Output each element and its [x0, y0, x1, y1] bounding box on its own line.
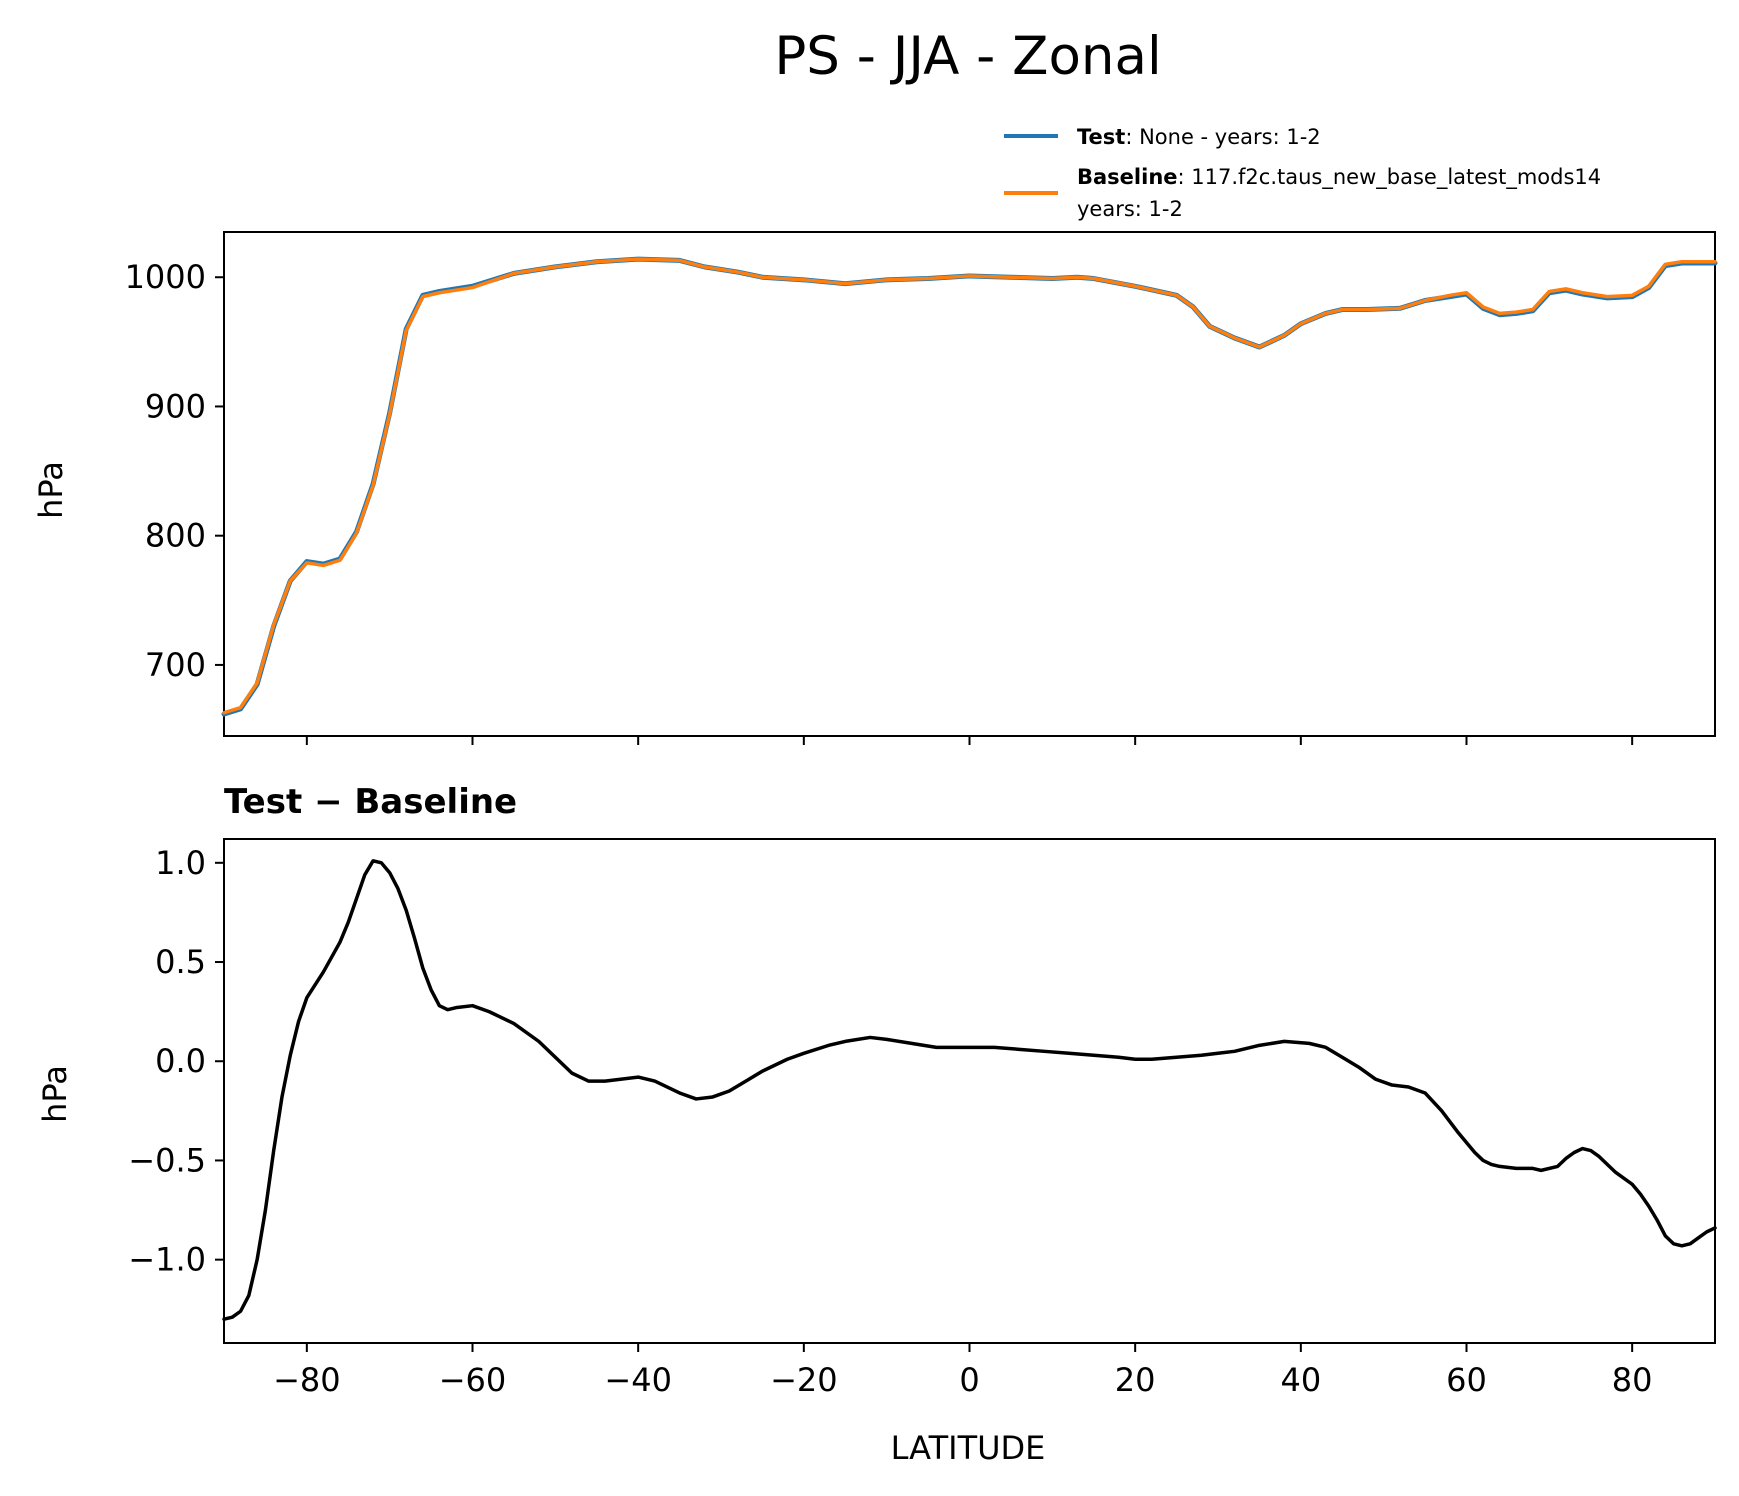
bottom-y-ticks: −1.0 −0.5 0.0 0.5 1.0: [128, 844, 224, 1279]
legend: Test: None - years: 1-2 Baseline: 117.f2…: [1004, 125, 1601, 221]
bottom-x-tick-label: 20: [1115, 1361, 1156, 1399]
legend-baseline-years: years: 1-2: [1077, 197, 1183, 221]
bottom-x-tick-label: −40: [604, 1361, 672, 1399]
bottom-y-tick-label: 0.0: [155, 1042, 206, 1080]
figure-title: PS - JJA - Zonal: [774, 26, 1161, 87]
bottom-panel: Test − Baseline −1.0 −0.5 0.0 0.5 1.0 −80 −60…: [36, 782, 1717, 1467]
x-axis-label: LATITUDE: [891, 1429, 1046, 1467]
top-x-ticks: [305, 736, 1634, 745]
bottom-x-tick-label: −20: [770, 1361, 838, 1399]
bottom-y-tick-label: −1.0: [128, 1241, 206, 1279]
top-series-group: [221, 256, 1718, 717]
bottom-x-tick-label: 40: [1280, 1361, 1321, 1399]
bottom-y-tick-label: 1.0: [155, 844, 206, 882]
legend-baseline-text: : 117.f2c.taus_new_base_latest_mods14: [1178, 165, 1602, 190]
top-y-axis-label: hPa: [32, 461, 70, 519]
top-y-tick-label: 900: [145, 387, 206, 425]
bottom-series-line-test-baseline: [222, 859, 1717, 1321]
top-y-tick-label: 800: [145, 517, 206, 555]
legend-baseline-name: Baseline: [1077, 165, 1178, 189]
bottom-series-group: [222, 859, 1717, 1321]
bottom-x-tick-label: −80: [273, 1361, 341, 1399]
bottom-panel-title: Test − Baseline: [224, 782, 517, 822]
top-series-line-baseline: [222, 257, 1717, 715]
top-y-tick-label: 700: [145, 646, 206, 684]
bottom-x-tick-label: 80: [1612, 1361, 1653, 1399]
bottom-x-tick-label: 60: [1446, 1361, 1487, 1399]
legend-test-name: Test: [1077, 125, 1125, 149]
bottom-y-tick-label: −0.5: [128, 1141, 206, 1179]
legend-test-label: Test: None - years: 1-2: [1077, 125, 1321, 149]
bottom-x-ticks: −80 −60 −40 −20 0 20 40 60 80: [273, 1343, 1653, 1399]
bottom-y-tick-label: 0.5: [155, 943, 206, 981]
top-panel: 700 800 900 1000 hPa: [32, 231, 1718, 745]
top-y-ticks: 700 800 900 1000: [125, 258, 224, 684]
bottom-x-tick-label: 0: [959, 1361, 979, 1399]
top-y-tick-label: 1000: [125, 258, 206, 296]
bottom-x-tick-label: −60: [439, 1361, 507, 1399]
bottom-y-axis-label: hPa: [36, 1065, 74, 1123]
legend-baseline-label: Baseline: 117.f2c.taus_new_base_latest_m…: [1077, 165, 1601, 190]
legend-test-text: : None - years: 1-2: [1125, 125, 1320, 149]
